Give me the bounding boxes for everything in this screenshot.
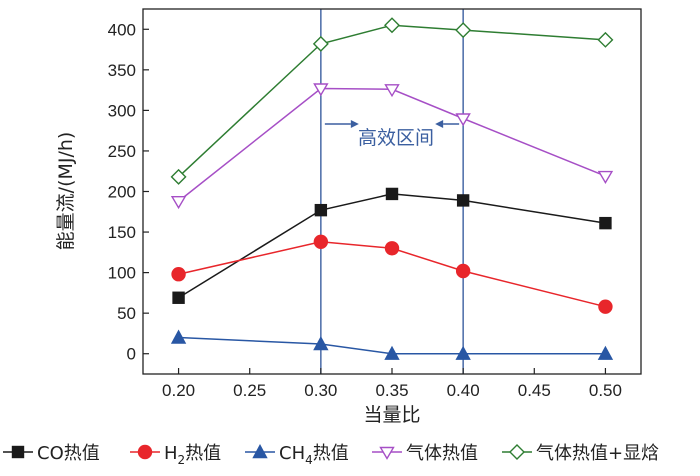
data-point [314,203,328,217]
data-point [455,345,471,360]
annotation-arrowhead-left [435,120,444,128]
data-point [385,187,399,201]
legend-item-4: 气体热值 [372,443,478,464]
data-point [455,113,471,127]
legend-marker [509,444,525,460]
data-point [384,17,400,34]
data-point [599,216,612,230]
series-5 [170,17,614,185]
data-point [312,35,329,52]
series-4 [170,83,614,210]
legend-label: CH4热值 [279,443,349,467]
legend-item-5: 气体热值+显焓 [502,443,659,464]
legend-marker [379,446,395,460]
data-point [313,83,329,97]
data-point [597,170,614,184]
y-tick-label: 50 [117,304,136,323]
y-tick-label: 200 [108,183,136,202]
legend-item-2: H2热值 [130,443,221,467]
legend-label: CO热值 [37,443,100,464]
y-axis-title: 能量流/(MJ/h) [55,132,77,251]
data-point [313,234,329,249]
axes: 0.20 0.25 0.30 0.35 0.40 0.45 0.50 0 50 100 150 200… [108,20,622,400]
data-point [598,299,613,314]
x-tick-label: 0.35 [375,381,408,400]
data-point [170,168,187,185]
legend-item-3: CH4热值 [245,443,349,467]
legend-label: 气体热值 [406,443,478,464]
x-tick-label: 0.30 [304,381,337,400]
legend-item-1: CO热值 [3,443,100,464]
plot-content [170,9,614,374]
data-point [384,345,400,360]
y-tick-label: 300 [108,101,136,120]
data-point [170,329,187,344]
data-point [313,336,329,351]
y-tick-label: 0 [127,345,136,364]
data-point [597,31,614,48]
y-tick-label: 400 [108,20,136,39]
series-1 [172,187,612,304]
region-label: 高效区间 [358,127,434,149]
data-point [170,196,187,210]
legend-label: 气体热值+显焓 [536,443,659,464]
y-tick-label: 350 [108,61,136,80]
x-tick-label: 0.50 [589,381,622,400]
x-tick-label: 0.20 [162,381,195,400]
y-tick-label: 100 [108,264,136,283]
data-point [384,241,400,256]
x-axis-title: 当量比 [363,404,420,426]
legend-marker [252,444,268,459]
legend-marker [137,444,153,460]
legend-label: H2热值 [164,443,221,467]
data-point [455,263,471,279]
series-2 [171,234,613,314]
annotation-arrowhead-right [350,120,359,128]
data-point [384,84,400,98]
x-tick-label: 0.40 [447,381,480,400]
x-tick-label: 0.45 [518,381,551,400]
series-line [178,24,606,178]
legend-marker [11,445,25,459]
y-tick-label: 150 [108,223,136,242]
region-annotation: 高效区间 [324,120,460,149]
legend: CO热值 H2热值 CH4热值 气体热值 气体热值+显焓 [3,443,659,467]
x-tick-label: 0.25 [233,381,266,400]
data-point [172,291,185,304]
data-point [455,22,472,39]
data-point [456,194,470,207]
data-point [171,267,186,282]
y-tick-label: 250 [108,142,136,161]
series-3 [170,329,614,360]
data-point [597,345,614,360]
